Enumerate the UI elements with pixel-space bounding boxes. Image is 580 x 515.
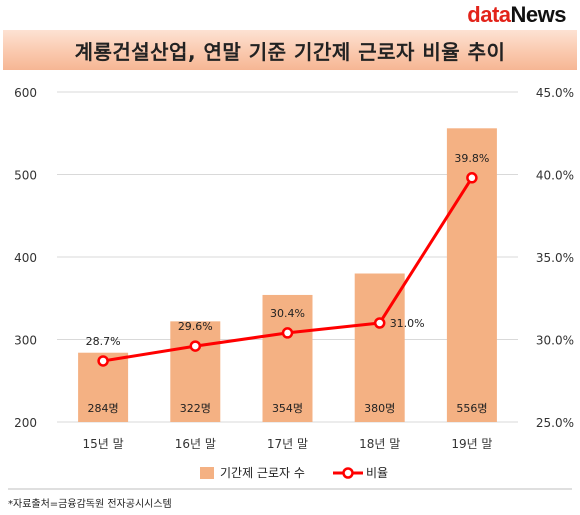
line-data-label: 39.8% [454,152,489,165]
y-left-tick-label: 400 [14,251,37,265]
bar-data-label: 380명 [364,402,395,415]
y-left-tick-label: 600 [14,86,37,100]
bar [170,321,221,422]
bar-data-label: 284명 [88,402,119,415]
x-tick-label: 17년 말 [267,437,308,451]
title-banner: 계룡건설산업, 연말 기준 기간제 근로자 비율 추이 [3,30,577,70]
bar-data-label: 322명 [180,402,211,415]
bar-data-label: 354명 [272,402,303,415]
bar-data-label: 556명 [456,402,487,415]
line-data-label: 31.0% [390,317,425,330]
y-right-tick-label: 45.0% [536,86,574,100]
y-right-tick-label: 30.0% [536,334,574,348]
line-data-label: 28.7% [86,335,121,348]
chart-title: 계룡건설산업, 연말 기준 기간제 근로자 비율 추이 [74,39,506,64]
y-right-tick-label: 25.0% [536,416,574,430]
line-data-label: 29.6% [178,320,213,333]
x-tick-label: 16년 말 [175,437,216,451]
x-tick-label: 18년 말 [359,437,400,451]
legend-swatch-bar [200,467,214,479]
legend-label-line: 비율 [366,466,388,480]
logo-part-data: data [467,2,511,27]
ratio-point [281,327,294,339]
y-right-tick-label: 40.0% [536,169,574,183]
x-tick-label: 19년 말 [451,437,492,451]
ratio-point [466,172,478,184]
line-data-label: 30.4% [270,307,305,320]
logo-part-news: News [510,2,567,27]
ratio-point [189,340,202,352]
y-right-tick-label: 35.0% [536,251,574,265]
legend-label-bar: 기간제 근로자 수 [220,466,305,480]
brand-logo: dataNews [467,2,566,28]
y-left-tick-label: 300 [14,334,37,348]
legend-swatch-marker [342,467,354,479]
y-left-tick-label: 500 [14,169,37,183]
ratio-point [373,317,386,329]
bar [262,294,313,422]
x-tick-label: 15년 말 [83,437,124,451]
source-note: *자료출처=금융감독원 전자공시시스템 [8,499,172,510]
ratio-point [97,355,109,367]
y-left-tick-label: 200 [14,416,37,430]
